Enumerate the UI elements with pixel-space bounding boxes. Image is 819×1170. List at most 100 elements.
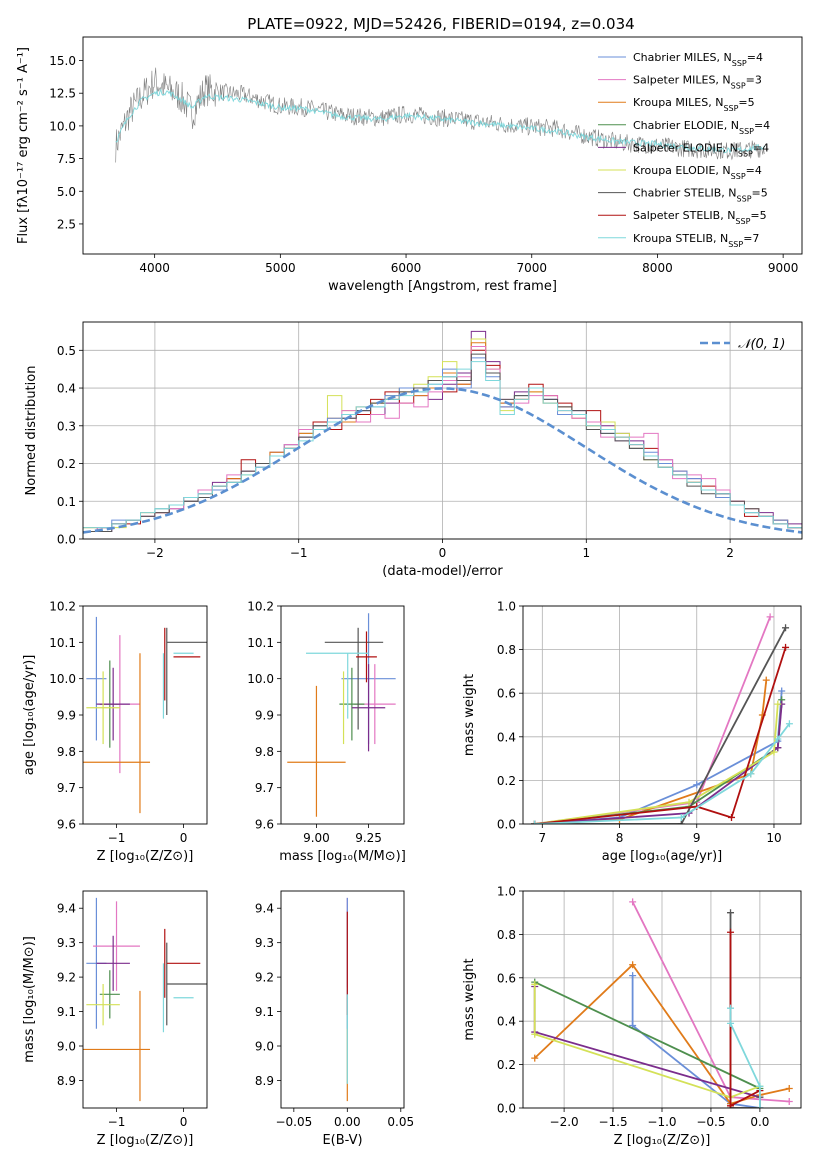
age_vs_mass-plot-area [287, 613, 396, 817]
y-tick-label: 0.2 [57, 457, 76, 471]
data-point-marker [677, 820, 685, 824]
y-tick-label: 8.9 [57, 1074, 76, 1088]
x-tick-label: −1 [108, 1115, 126, 1129]
data-point-marker [756, 1082, 764, 1090]
data-point-marker [677, 813, 685, 821]
data-point-marker [531, 820, 539, 824]
x-tick-label: −1 [290, 546, 308, 560]
y-tick-label: 9.9 [255, 709, 274, 723]
legend-label: Kroupa STELIB, NSSP=7 [633, 232, 759, 249]
data-point-marker [629, 898, 637, 906]
data-point-marker [629, 961, 637, 969]
x-tick-label: 0.00 [334, 1115, 361, 1129]
y-tick-label: 0.5 [57, 344, 76, 358]
spectrum-panel: 4000 5000 6000 7000 8000 9000 2.5 5.0 7.5 10.0 12.… [16, 36, 803, 294]
y-tick-label: 9.7 [255, 781, 274, 795]
x-tick-label: 8 [616, 831, 624, 845]
y-tick-label: 0.6 [497, 971, 516, 985]
x-tick-label: 6000 [391, 261, 422, 275]
y-tick-label: 0.4 [497, 730, 516, 744]
y-tick-label: 7.5 [57, 152, 76, 166]
y-tick-label: 9.4 [255, 902, 274, 916]
mass_weight_vs_Z-panel: −2.0 −1.5 −1.0 −0.5 0.0 0.0 0.2 0.4 0.6 0.8 1.0 Z [… [462, 885, 802, 1148]
axes-frame [82, 321, 803, 540]
x-tick-label: 9.00 [303, 831, 330, 845]
data-point-marker [531, 980, 539, 988]
y-tick-label: 0.6 [497, 687, 516, 701]
legend-label: Kroupa MILES, NSSP=5 [633, 96, 755, 113]
data-point-marker [774, 700, 782, 708]
y-tick-label: 9.2 [255, 971, 274, 985]
x-axis-label: Z [log₁₀(Z/Z⊙)] [97, 1133, 194, 1148]
axes-frame [280, 890, 405, 1109]
x-tick-label: 10 [766, 831, 781, 845]
x-tick-label: −1.0 [647, 1115, 676, 1129]
x-tick-label: −2 [146, 546, 164, 560]
y-tick-label: 0.1 [57, 495, 76, 509]
x-tick-label: 5000 [265, 261, 296, 275]
data-point-marker [747, 770, 755, 778]
data-point-marker [782, 624, 790, 632]
legend-label: Chabrier MILES, NSSP=4 [633, 51, 763, 68]
mass-weight-line [534, 647, 787, 824]
x-tick-label: 9.25 [355, 831, 382, 845]
y-tick-label: 0.0 [497, 1102, 516, 1116]
x-axis-label: Z [log₁₀(Z/Z⊙)] [97, 849, 194, 864]
mass_vs_EBV-panel: −0.05 0.00 0.05 8.9 9.0 9.1 9.2 9.3 9.4 E(B-V) [255, 890, 414, 1148]
x-tick-label: −2.0 [550, 1115, 579, 1129]
mass_vs_Z-plot-area [83, 897, 207, 1102]
spectrum-line [115, 67, 765, 163]
data-point-marker [756, 1104, 764, 1108]
y-axis-label: age [log₁₀(age/yr)] [22, 655, 37, 776]
x-tick-label: −0.05 [275, 1115, 312, 1129]
y-tick-label: 10.1 [49, 636, 76, 650]
normal-curve [83, 387, 802, 534]
y-tick-label: 9.8 [255, 745, 274, 759]
x-tick-label: 0 [180, 1115, 188, 1129]
y-tick-label: 9.1 [57, 1005, 76, 1019]
mass-weight-line [729, 932, 761, 1108]
y-tick-label: 10.2 [49, 600, 76, 614]
x-tick-label: 9000 [768, 261, 799, 275]
x-tick-label: 0 [180, 831, 188, 845]
data-point-marker [778, 687, 786, 695]
data-point-marker [728, 813, 735, 821]
data-point-marker [762, 676, 770, 684]
y-tick-label: 0.0 [497, 818, 516, 832]
data-point-marker [785, 720, 793, 728]
x-tick-label: 2 [726, 546, 734, 560]
x-axis-label: mass [log₁₀(M/M⊙)] [279, 849, 406, 864]
y-axis-label: Normed distribution [24, 366, 39, 496]
spectrum-plot-area [115, 67, 765, 163]
spectrum-line [115, 88, 765, 154]
data-point-marker [785, 1084, 793, 1092]
y-tick-label: 9.4 [57, 902, 76, 916]
data-point-marker [774, 735, 782, 743]
legend-label: Salpeter ELODIE, NSSP=4 [633, 141, 769, 158]
histogram-step [83, 361, 802, 539]
x-tick-label: 1 [582, 546, 590, 560]
figure-title: PLATE=0922, MJD=52426, FIBERID=0194, z=0… [247, 15, 634, 33]
y-tick-label: 8.9 [255, 1074, 274, 1088]
y-tick-label: 10.0 [49, 672, 76, 686]
y-tick-label: 0.8 [497, 928, 516, 942]
data-point-marker [727, 928, 735, 936]
data-point-marker [685, 798, 693, 806]
data-point-marker [727, 1102, 735, 1108]
x-axis-label: wavelength [Angstrom, rest frame] [328, 279, 557, 294]
y-axis-label: mass [log₁₀(M/M⊙)] [22, 936, 37, 1063]
data-point-marker [531, 1030, 539, 1038]
mass-weight-line [534, 627, 787, 824]
x-tick-label: −1.5 [598, 1115, 627, 1129]
mass_vs_Z-panel: −1 0 8.9 9.0 9.1 9.2 9.3 9.4 Z [log₁₀(Z/Z⊙)] mass… [22, 890, 208, 1148]
y-tick-label: 9.0 [255, 1040, 274, 1054]
y-tick-label: 9.1 [255, 1005, 274, 1019]
data-point-marker [727, 1019, 735, 1027]
x-tick-label: 7000 [516, 261, 547, 275]
axes-frame [82, 36, 803, 255]
residuals-plot-area [83, 330, 802, 539]
axes-frame [82, 890, 208, 1109]
y-tick-label: 0.2 [497, 1058, 516, 1072]
axes-frame [522, 605, 802, 825]
